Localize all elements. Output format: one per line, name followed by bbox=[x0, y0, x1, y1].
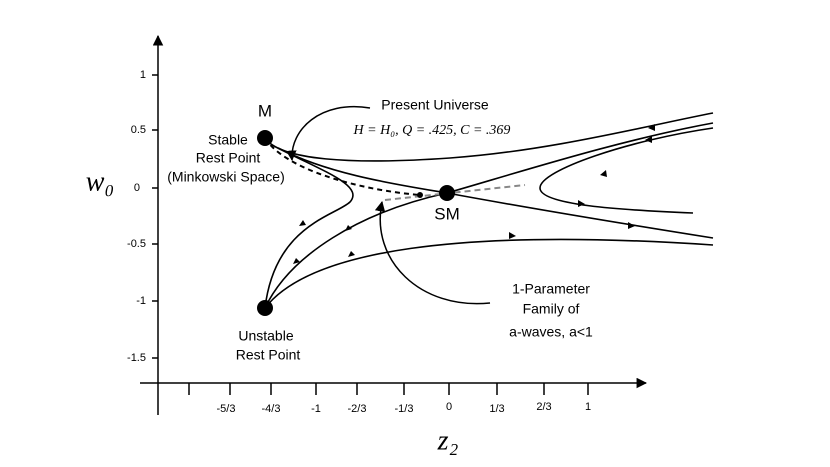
x-tick-label: 1/3 bbox=[489, 403, 504, 415]
stable-label: (Minkowski Space) bbox=[167, 169, 284, 185]
y-tick-label: -0.5 bbox=[127, 238, 146, 250]
x-axis-label: z₂ bbox=[437, 425, 459, 456]
x-ticks: -5/3 -4/3 -1 -2/3 -1/3 0 1/3 2/3 1 bbox=[217, 401, 592, 415]
stable-label: Rest Point bbox=[196, 150, 261, 166]
y-tick-label: -1.5 bbox=[127, 352, 146, 364]
trajectories bbox=[264, 106, 714, 309]
y-tick-label: 0.5 bbox=[131, 124, 146, 136]
family-label: 1-Parameter bbox=[512, 281, 590, 297]
axes bbox=[140, 34, 648, 415]
y-axis-label: w₀ bbox=[86, 166, 114, 197]
x-tick-label: 0 bbox=[446, 401, 452, 413]
unstable-label: Rest Point bbox=[236, 347, 301, 363]
parameters: H = H₀, Q = .425, C = .369 bbox=[353, 123, 511, 138]
rest-points bbox=[257, 130, 455, 316]
y-tick-label: 0 bbox=[134, 182, 140, 194]
x-tick-label: -1/3 bbox=[395, 403, 414, 415]
family-label: Family of bbox=[523, 301, 580, 317]
x-tick-label: -4/3 bbox=[262, 403, 281, 415]
y-tick-label: 1 bbox=[140, 69, 146, 81]
unstable-label: Unstable bbox=[238, 328, 293, 344]
y-ticks: 1 0.5 0 -0.5 -1 -1.5 bbox=[127, 69, 146, 364]
label-sm: SM bbox=[434, 204, 460, 223]
present-universe: Present Universe bbox=[381, 97, 489, 113]
x-tick-label: -5/3 bbox=[217, 403, 236, 415]
x-tick-label: -2/3 bbox=[348, 403, 367, 415]
family-label: a-waves, a<1 bbox=[509, 324, 593, 340]
y-tick-label: -1 bbox=[136, 295, 146, 307]
x-tick-label: 1 bbox=[585, 401, 591, 413]
x-tick-label: 2/3 bbox=[536, 401, 551, 413]
stable-label: Stable bbox=[208, 132, 248, 148]
label-m: M bbox=[258, 101, 272, 120]
x-tick-label: -1 bbox=[311, 403, 321, 415]
